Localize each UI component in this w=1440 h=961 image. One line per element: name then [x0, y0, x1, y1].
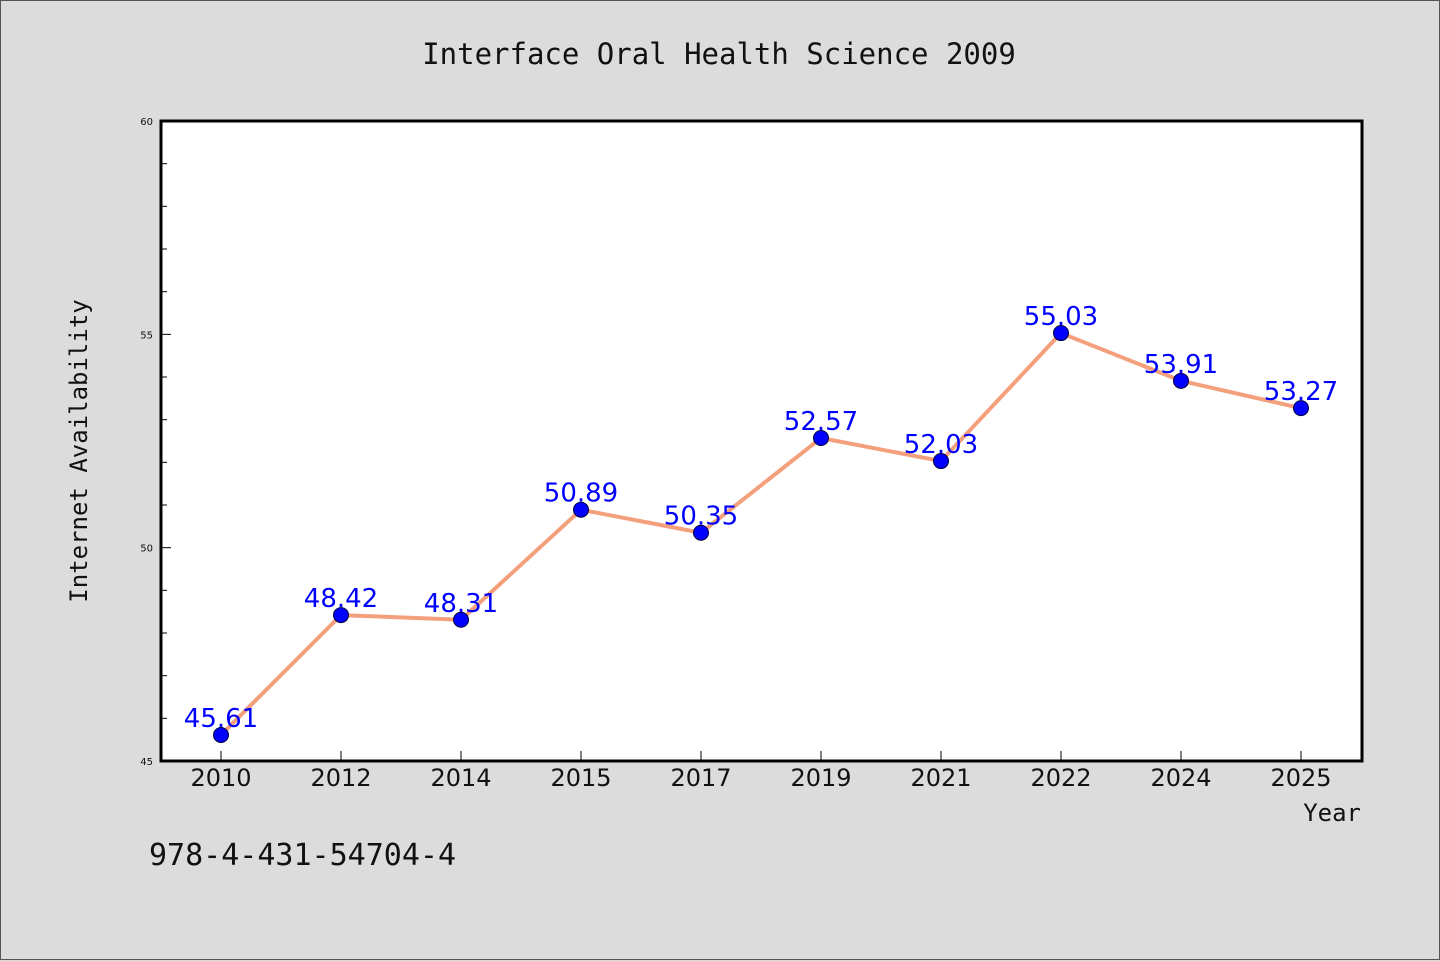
x-tick-label: 2021 [910, 764, 971, 792]
x-tick-label: 2024 [1150, 764, 1211, 792]
data-label: 52.03 [904, 430, 978, 460]
x-tick-label: 2019 [790, 764, 851, 792]
y-tick-label: 50 [140, 544, 153, 555]
data-point [693, 524, 709, 541]
plot-border [159, 119, 1364, 763]
x-tick-label: 2015 [550, 764, 611, 792]
data-point [1293, 400, 1309, 417]
chart-title: Interface Oral Health Science 2009 [422, 37, 1016, 71]
data-point [213, 726, 229, 743]
data-point [573, 501, 589, 518]
y-axis-label: Internet Availability [65, 299, 93, 602]
data-label: 55.03 [1024, 302, 1098, 332]
x-tick-label: 2014 [430, 764, 491, 792]
x-tick-label: 2010 [190, 764, 251, 792]
y-tick-label: 45 [140, 757, 153, 768]
x-tick-label: 2025 [1270, 764, 1331, 792]
data-point [813, 430, 829, 447]
series-line [219, 331, 1302, 737]
data-point [333, 607, 349, 624]
data-point [1053, 325, 1069, 342]
data-label: 53.91 [1144, 350, 1218, 380]
y-tick-label: 55 [140, 330, 153, 341]
data-point [933, 453, 949, 470]
data-label: 45.61 [184, 704, 258, 734]
data-label: 53.27 [1264, 377, 1338, 407]
x-axis-ticks: 2010 2012 2014 2015 2017 2019 2021 2022 2024 2025 [190, 751, 1332, 792]
isbn-footer: 978-4-431-54704-4 [149, 838, 456, 873]
y-tick-label: 60 [140, 117, 153, 128]
plot-area [161, 121, 1362, 761]
data-label: 50.35 [664, 502, 738, 532]
x-tick-label: 2017 [670, 764, 731, 792]
x-axis-label: Year [1303, 799, 1361, 827]
data-label: 50.89 [544, 479, 618, 509]
data-label: 48.31 [424, 589, 498, 619]
x-tick-label: 2022 [1030, 764, 1091, 792]
series-markers [213, 325, 1309, 743]
x-tick-label: 2012 [310, 764, 371, 792]
data-point [1173, 372, 1189, 389]
data-label: 48.42 [304, 584, 378, 614]
data-label: 52.57 [784, 407, 858, 437]
data-point [453, 611, 469, 628]
data-labels: 45.61 48.42 48.31 50.89 50.35 52.57 52.03 55.03… [184, 302, 1338, 734]
